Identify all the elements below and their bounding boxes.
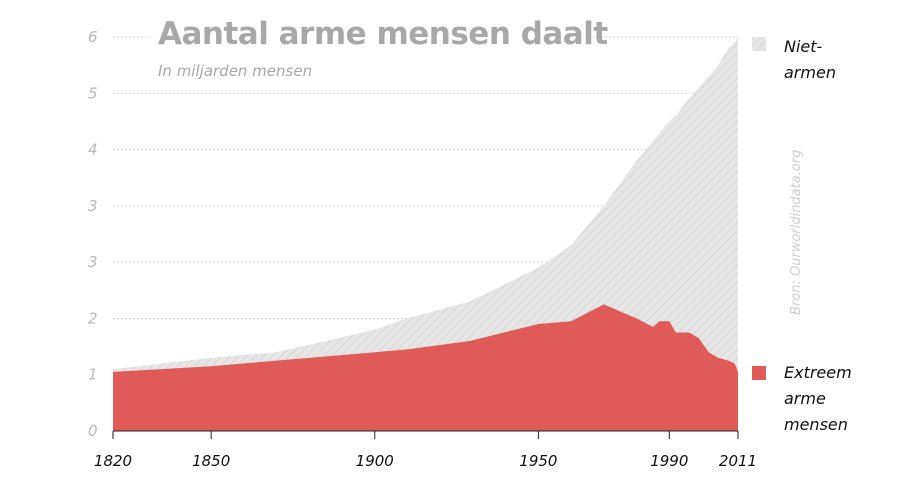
y-tick-label: 5 [88,84,98,102]
y-tick-label: 2 [88,309,98,327]
y-tick-label: 4 [88,141,98,159]
y-tick-label: 6 [88,28,98,46]
x-tick-label: 1900 [356,452,394,470]
legend-label: Niet- [784,37,823,56]
chart-title: Aantal arme mensen daalt [158,16,608,52]
legend-label: mensen [784,415,848,434]
source-label: Bron: Ourworldindata.org [789,150,804,315]
extreme-poor-area [113,304,738,431]
y-tick-label: 1 [88,366,98,384]
legend-label: arme [784,389,826,408]
y-tick-label: 0 [88,422,98,440]
legend: Niet-armen Extreem arme mensen [752,37,852,434]
y-tick-label: 3 [88,253,98,271]
x-tick-label: 2011 [719,452,757,470]
y-tick-label: 3 [88,197,98,215]
x-tick-label: 1820 [94,452,132,470]
legend-label: Extreem [784,363,852,382]
chart-subtitle: In miljarden mensen [158,62,312,80]
labels: Aantal arme mensen daalt In miljarden me… [150,12,804,315]
plot-area [113,37,738,431]
legend-swatch [752,366,766,380]
axes: 0 1 2 3 3 4 5 6 1820 1850 1900 1950 1990 2011 [88,28,757,470]
legend-swatch [752,37,766,51]
legend-label: armen [784,63,836,82]
title-background [150,12,592,56]
x-tick-label: 1950 [519,452,557,470]
x-tick-label: 1850 [192,452,230,470]
x-tick-label: 1990 [650,452,688,470]
